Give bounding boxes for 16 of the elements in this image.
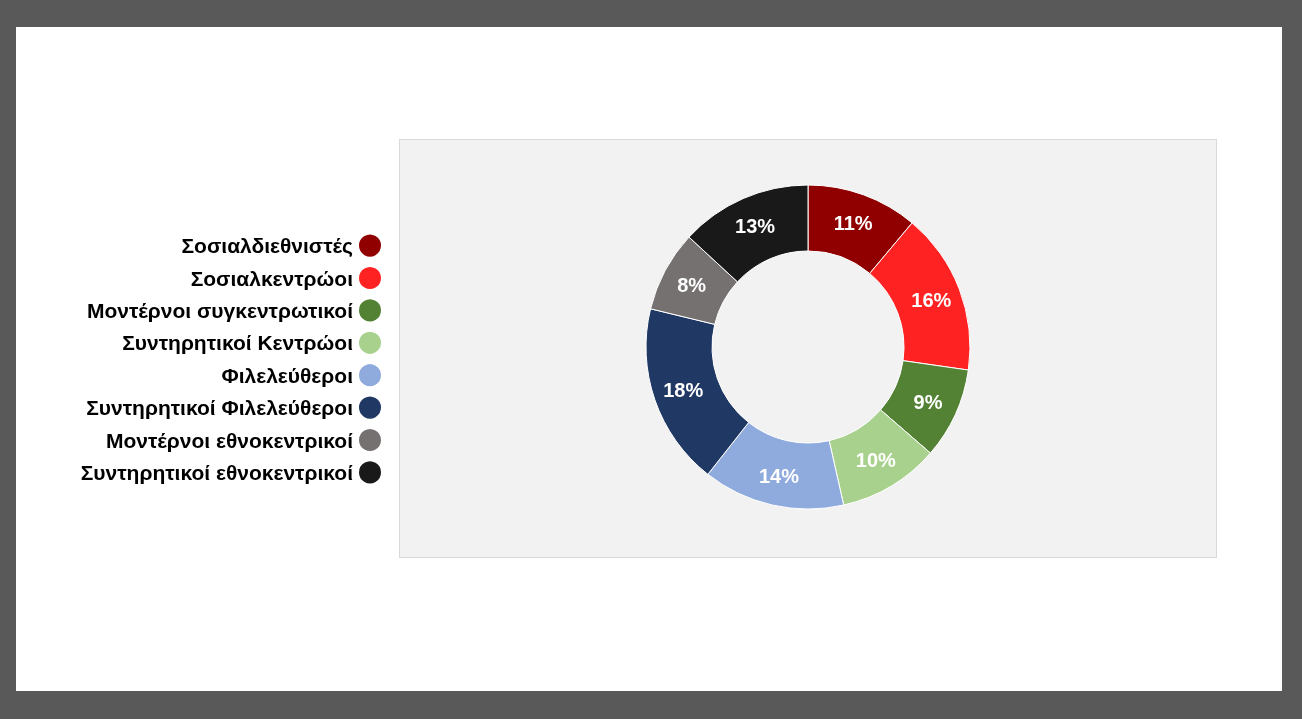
data-label: 9% — [913, 390, 943, 413]
data-label: 10% — [855, 449, 897, 472]
legend-label: Μοντέρνοι εθνοκεντρικοί — [105, 428, 354, 452]
data-label: 16% — [911, 288, 952, 311]
data-label: 11% — [833, 211, 873, 234]
data-label: 8% — [677, 273, 707, 296]
legend-label: Μοντέρνοι συγκεντρωτικοί — [86, 298, 354, 322]
legend-label: Σοσιαλδιεθνιστές — [181, 234, 354, 259]
data-label: 18% — [663, 379, 704, 402]
legend-label: Συντηρητικοί εθνοκεντρικοί — [80, 460, 354, 484]
legend-label: Σοσιαλκεντρώοι — [190, 266, 354, 290]
data-label: 13% — [735, 215, 776, 238]
legend-label: Συντηρητικοί Κεντρώοι — [122, 331, 354, 355]
legend-label: Φιλελεύθεροι — [221, 363, 354, 387]
legend-label: Συντηρητικοί Φιλελεύθεροι — [86, 396, 354, 420]
data-label: 14% — [758, 464, 800, 487]
